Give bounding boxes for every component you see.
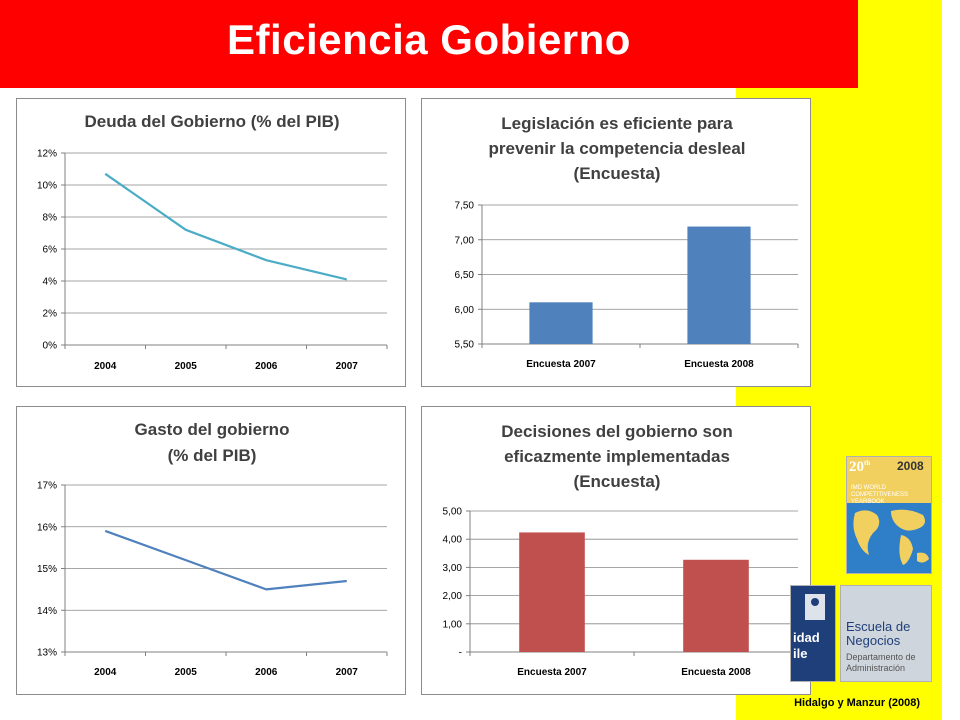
series-line xyxy=(104,529,347,591)
x-tick-label: 2006 xyxy=(255,361,278,372)
departamento-text: Departamento de Administración xyxy=(846,652,916,673)
x-tick-label: Encuesta 2008 xyxy=(684,359,754,370)
escuela-negocios-logo: Escuela de Negocios Departamento de Admi… xyxy=(840,585,932,682)
y-tick-label: 3,00 xyxy=(443,563,463,574)
y-tick-label: 2% xyxy=(43,309,58,320)
y-tick-label: 8% xyxy=(43,213,58,224)
universidad-logo-text: idad ile xyxy=(793,630,820,661)
yearbook-edition: 20th xyxy=(849,459,870,476)
title-banner xyxy=(0,0,858,88)
imd-yearbook-cover: 20th 2008 IMD WORLD COMPETITIVENESS YEAR… xyxy=(846,456,932,574)
chart-title-line: prevenir la competencia desleal xyxy=(488,139,745,158)
chart-title-line: (% del PIB) xyxy=(168,446,257,465)
chart-gasto-gobierno: Gasto del gobierno (% del PIB) 13% 14% 15% 16… xyxy=(16,406,406,695)
chart-legislacion-svg: Legislación es eficiente para prevenir la… xyxy=(455,114,799,370)
slide-title: Eficiencia Gobierno xyxy=(227,16,631,63)
y-tick-label: 7,00 xyxy=(455,235,475,246)
yearbook-edition-suffix: th xyxy=(864,459,871,467)
chart-title-line: (Encuesta) xyxy=(574,472,661,491)
right-margin-strip xyxy=(942,0,960,720)
globe-map-image xyxy=(847,503,931,573)
chart-title-line: Deuda del Gobierno (% del PIB) xyxy=(84,112,339,131)
chart-decisiones: Decisiones del gobierno son eficazmente i… xyxy=(421,406,811,695)
university-crest-icon xyxy=(805,594,825,620)
x-tick-label: 2005 xyxy=(175,361,198,372)
universidad-logo: idad ile xyxy=(790,585,836,682)
bar xyxy=(683,559,749,652)
y-tick-label: 14% xyxy=(37,606,57,617)
chart-title-line: Legislación es eficiente para xyxy=(501,114,733,133)
x-tick-label: 2006 xyxy=(255,667,278,678)
y-tick-label: 17% xyxy=(37,481,57,492)
bar xyxy=(519,532,585,652)
x-tick-label: 2007 xyxy=(336,667,359,678)
x-tick-label: 2004 xyxy=(94,361,117,372)
y-tick-label: 4% xyxy=(43,277,58,288)
source-credit: Hidalgo y Manzur (2008) xyxy=(794,697,920,709)
world-map-icon xyxy=(853,509,929,565)
y-tick-label: 15% xyxy=(37,564,57,575)
y-tick-label: 7,50 xyxy=(455,201,475,212)
y-tick-label: 12% xyxy=(37,149,57,160)
chart-title-line: (Encuesta) xyxy=(574,164,661,183)
bar xyxy=(529,302,593,344)
chart-deuda-gobierno: Deuda del Gobierno (% del PIB) 0% 2% 4% 6% 8%… xyxy=(16,98,406,387)
yearbook-name: IMD WORLD COMPETITIVENESS YEARBOOK xyxy=(851,485,909,505)
y-tick-label: 1,00 xyxy=(443,619,463,630)
y-tick-label: 2,00 xyxy=(443,591,463,602)
chart-gasto-svg: Gasto del gobierno (% del PIB) 13% 14% 15% 16… xyxy=(37,420,388,678)
x-tick-label: Encuesta 2007 xyxy=(517,667,587,678)
series-line xyxy=(104,172,348,281)
chart-title-line: eficazmente implementadas xyxy=(504,447,730,466)
x-tick-label: 2005 xyxy=(175,667,198,678)
chart-title-line: Gasto del gobierno xyxy=(135,420,290,439)
x-tick-label: 2004 xyxy=(94,667,117,678)
escuela-negocios-text: Escuela de Negocios xyxy=(846,619,911,648)
yearbook-year: 2008 xyxy=(897,459,924,473)
y-tick-label: 4,00 xyxy=(443,535,463,546)
y-tick-label: - xyxy=(459,648,462,659)
chart-legislacion: Legislación es eficiente para prevenir la… xyxy=(421,98,811,387)
y-tick-label: 5,50 xyxy=(455,340,475,351)
bar xyxy=(687,226,751,344)
y-tick-label: 6,00 xyxy=(455,305,475,316)
x-tick-label: Encuesta 2007 xyxy=(526,359,596,370)
x-tick-label: Encuesta 2008 xyxy=(681,667,751,678)
chart-decisiones-svg: Decisiones del gobierno son eficazmente i… xyxy=(443,422,799,678)
y-tick-label: 13% xyxy=(37,648,57,659)
y-tick-label: 5,00 xyxy=(443,507,463,518)
y-tick-label: 6% xyxy=(43,245,58,256)
chart-title-line: Decisiones del gobierno son xyxy=(501,422,732,441)
chart-deuda-svg: Deuda del Gobierno (% del PIB) 0% 2% 4% 6% 8%… xyxy=(37,112,388,372)
y-tick-label: 6,50 xyxy=(455,270,475,281)
y-tick-label: 16% xyxy=(37,522,57,533)
yearbook-cover-band xyxy=(847,457,931,503)
yearbook-edition-number: 20 xyxy=(849,459,864,475)
y-tick-label: 10% xyxy=(37,181,57,192)
x-tick-label: 2007 xyxy=(336,361,359,372)
y-tick-label: 0% xyxy=(43,341,58,352)
